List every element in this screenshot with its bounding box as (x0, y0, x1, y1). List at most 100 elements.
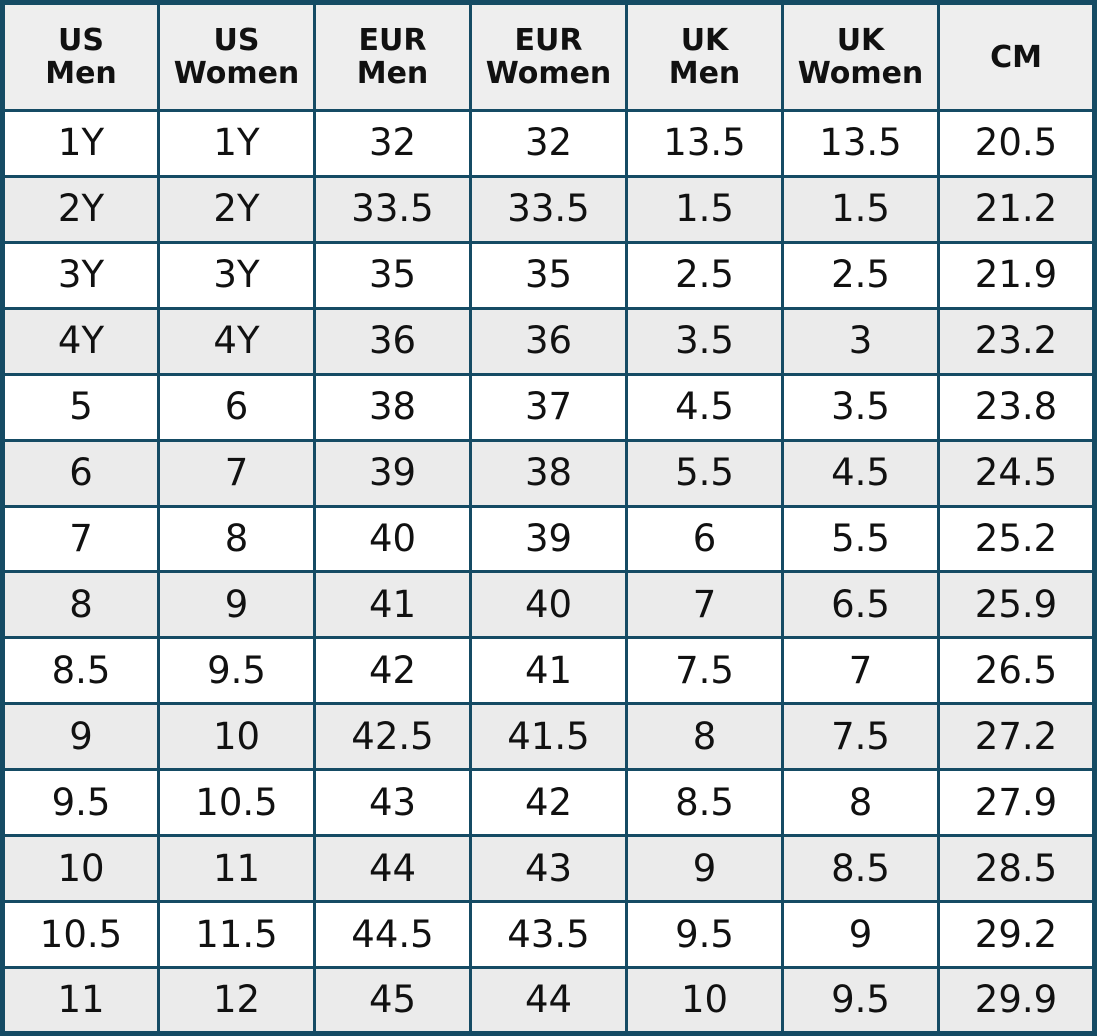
cell-uk-women: 8.5 (781, 834, 940, 904)
cell-uk-women: 7.5 (781, 702, 940, 772)
cell-uk-men: 7 (625, 570, 784, 640)
cell-uk-women: 9.5 (781, 965, 940, 1036)
table-row: 9 10 42.5 41.5 8 7.5 27.2 (1, 702, 1096, 772)
header-line1: EUR (514, 23, 583, 58)
cell-uk-men: 9.5 (625, 900, 784, 969)
cell-cm: 23.8 (937, 372, 1096, 442)
cell-uk-women: 3.5 (781, 372, 940, 442)
header-line1: CM (990, 39, 1042, 75)
header-line1: US (58, 23, 104, 58)
cell-uk-men: 13.5 (625, 109, 784, 178)
cell-eur-men: 43 (313, 768, 472, 838)
cell-us-men: 4Y (1, 306, 160, 376)
cell-eur-men: 40 (313, 504, 472, 574)
cell-cm: 25.2 (937, 504, 1096, 574)
cell-us-men: 8.5 (1, 636, 160, 706)
cell-uk-men: 1.5 (625, 174, 784, 244)
table-row: 1Y 1Y 32 32 13.5 13.5 20.5 (1, 109, 1096, 178)
header-line1: EUR (358, 23, 427, 58)
cell-us-men: 9.5 (1, 768, 160, 838)
cell-eur-men: 39 (313, 438, 472, 508)
cell-cm: 29.9 (937, 965, 1096, 1036)
cell-eur-women: 44 (469, 965, 628, 1036)
cell-us-women: 11.5 (157, 900, 316, 969)
cell-eur-women: 33.5 (469, 174, 628, 244)
table-row: 8.5 9.5 42 41 7.5 7 26.5 (1, 636, 1096, 706)
cell-eur-women: 41.5 (469, 702, 628, 772)
header-line2: Men (45, 56, 117, 91)
cell-us-men: 11 (1, 965, 160, 1036)
header-us-men: US Men (1, 1, 160, 112)
cell-uk-men: 6 (625, 504, 784, 574)
cell-us-men: 6 (1, 438, 160, 508)
cell-us-men: 8 (1, 570, 160, 640)
cell-uk-men: 3.5 (625, 306, 784, 376)
cell-eur-women: 42 (469, 768, 628, 838)
cell-cm: 20.5 (937, 109, 1096, 178)
cell-uk-women: 8 (781, 768, 940, 838)
cell-cm: 27.2 (937, 702, 1096, 772)
header-line1: UK (680, 23, 729, 58)
cell-eur-women: 35 (469, 240, 628, 310)
cell-uk-women: 4.5 (781, 438, 940, 508)
cell-eur-men: 38 (313, 372, 472, 442)
cell-us-men: 1Y (1, 109, 160, 178)
cell-us-women: 3Y (157, 240, 316, 310)
cell-us-men: 10 (1, 834, 160, 904)
cell-eur-men: 33.5 (313, 174, 472, 244)
cell-us-women: 10 (157, 702, 316, 772)
cell-uk-men: 4.5 (625, 372, 784, 442)
header-uk-women: UK Women (781, 1, 940, 112)
table-header: US Men US Women EUR Men EUR Women UK Men… (1, 1, 1096, 112)
cell-cm: 21.9 (937, 240, 1096, 310)
header-eur-women: EUR Women (469, 1, 628, 112)
cell-eur-men: 44.5 (313, 900, 472, 969)
cell-uk-men: 2.5 (625, 240, 784, 310)
cell-us-women: 8 (157, 504, 316, 574)
table-row: 10 11 44 43 9 8.5 28.5 (1, 834, 1096, 904)
cell-us-women: 1Y (157, 109, 316, 178)
cell-eur-men: 36 (313, 306, 472, 376)
cell-uk-women: 9 (781, 900, 940, 969)
header-line2: Women (173, 56, 300, 91)
table-row: 2Y 2Y 33.5 33.5 1.5 1.5 21.2 (1, 174, 1096, 244)
cell-eur-men: 42 (313, 636, 472, 706)
table-row: 10.5 11.5 44.5 43.5 9.5 9 29.2 (1, 900, 1096, 969)
table-row: 9.5 10.5 43 42 8.5 8 27.9 (1, 768, 1096, 838)
cell-us-men: 2Y (1, 174, 160, 244)
header-line2: Men (668, 56, 741, 91)
table-row: 8 9 41 40 7 6.5 25.9 (1, 570, 1096, 640)
cell-uk-women: 1.5 (781, 174, 940, 244)
table-row: 3Y 3Y 35 35 2.5 2.5 21.9 (1, 240, 1096, 310)
cell-cm: 25.9 (937, 570, 1096, 640)
cell-uk-men: 7.5 (625, 636, 784, 706)
cell-eur-women: 32 (469, 109, 628, 178)
cell-uk-women: 6.5 (781, 570, 940, 640)
cell-cm: 28.5 (937, 834, 1096, 904)
cell-cm: 26.5 (937, 636, 1096, 706)
table-body: 1Y 1Y 32 32 13.5 13.5 20.5 2Y 2Y 33.5 33.5 1.5 1.5 21… (1, 109, 1096, 1036)
header-line1: UK (836, 23, 885, 58)
cell-us-women: 9 (157, 570, 316, 640)
cell-eur-men: 42.5 (313, 702, 472, 772)
cell-uk-men: 9 (625, 834, 784, 904)
header-line1: US (213, 23, 260, 58)
cell-cm: 21.2 (937, 174, 1096, 244)
cell-eur-men: 32 (313, 109, 472, 178)
cell-us-women: 2Y (157, 174, 316, 244)
cell-uk-women: 7 (781, 636, 940, 706)
header-row: US Men US Women EUR Men EUR Women UK Men… (1, 1, 1096, 112)
cell-us-women: 7 (157, 438, 316, 508)
cell-uk-men: 10 (625, 965, 784, 1036)
cell-eur-men: 35 (313, 240, 472, 310)
cell-us-men: 10.5 (1, 900, 160, 969)
cell-eur-women: 40 (469, 570, 628, 640)
cell-us-women: 11 (157, 834, 316, 904)
cell-us-women: 12 (157, 965, 316, 1036)
header-cm: CM (937, 1, 1096, 112)
table-row: 4Y 4Y 36 36 3.5 3 23.2 (1, 306, 1096, 376)
cell-cm: 23.2 (937, 306, 1096, 376)
header-eur-men: EUR Men (313, 1, 472, 112)
cell-eur-women: 41 (469, 636, 628, 706)
